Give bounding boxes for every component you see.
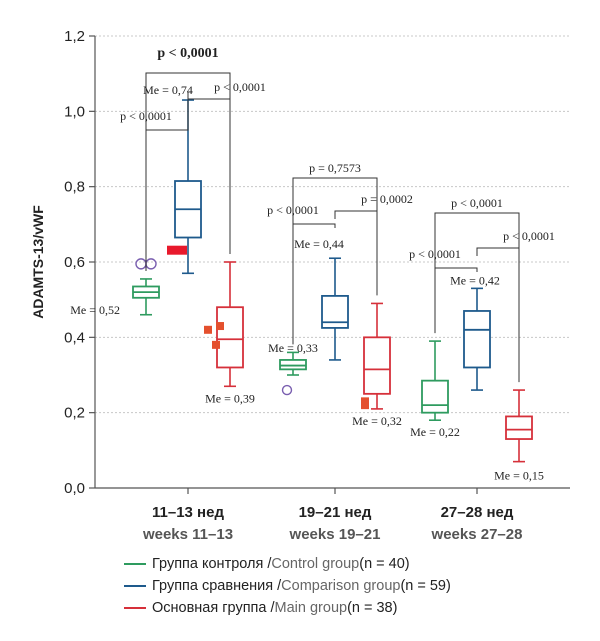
p-value-label: p < 0,0001 bbox=[409, 247, 461, 261]
legend-item-comparison: Группа сравнения / Comparison group (n =… bbox=[124, 575, 451, 597]
legend-label-ru: Основная группа / bbox=[152, 600, 275, 616]
box bbox=[463, 310, 491, 369]
median-label: Me = 0,33 bbox=[268, 341, 318, 355]
outlier-point bbox=[167, 245, 187, 255]
category-label-en: weeks 27–28 bbox=[431, 526, 523, 543]
legend-item-main: Основная группа / Main group (n = 38) bbox=[124, 597, 451, 619]
box bbox=[421, 379, 449, 414]
legend-label-ru: Группа сравнения / bbox=[152, 578, 282, 594]
median-label: Me = 0,15 bbox=[494, 469, 544, 483]
bracket-left bbox=[292, 223, 336, 244]
bracket-right bbox=[187, 92, 231, 129]
p-value-label: p < 0,0001 bbox=[503, 229, 555, 243]
legend-count: (n = 38) bbox=[347, 600, 398, 616]
outlier-point bbox=[361, 401, 369, 410]
bracket-right bbox=[476, 247, 520, 278]
p-value-label: p < 0,0001 bbox=[157, 46, 218, 61]
y-tick-label: 1,2 bbox=[64, 28, 85, 45]
median-label: Me = 0,44 bbox=[294, 237, 344, 251]
box bbox=[216, 306, 244, 369]
box bbox=[505, 415, 533, 440]
p-value-label: p = 0,0002 bbox=[361, 192, 413, 206]
y-tick-label: 0,2 bbox=[64, 405, 85, 422]
y-tick-label: 0,6 bbox=[64, 254, 85, 271]
median-label: Me = 0,39 bbox=[205, 391, 255, 405]
outlier-point bbox=[216, 322, 224, 331]
category-label-ru: 11–13 нед bbox=[152, 504, 224, 521]
legend-swatch bbox=[124, 563, 146, 565]
bracket-left bbox=[434, 267, 478, 288]
median-label: Me = 0,42 bbox=[450, 273, 500, 287]
category-label-ru: 19–21 нед bbox=[299, 504, 372, 521]
outlier-point bbox=[212, 340, 220, 349]
p-value-label: p < 0,0001 bbox=[214, 80, 266, 94]
y-tick-label: 1,0 bbox=[64, 103, 85, 120]
y-tick-label: 0,4 bbox=[64, 329, 85, 346]
legend-swatch bbox=[124, 585, 146, 587]
gridlines bbox=[89, 35, 570, 489]
p-value-label: p < 0,0001 bbox=[451, 196, 503, 210]
category-labels: 11–13 нед weeks 11–13 19–21 нед weeks 19–21… bbox=[142, 488, 523, 543]
outlier-point bbox=[145, 258, 157, 270]
outlier-point bbox=[281, 384, 293, 396]
legend-label-en: Control group bbox=[271, 556, 360, 572]
legend-label-en: Main group bbox=[274, 600, 348, 616]
legend: Группа контроля / Control group (n = 40)… bbox=[124, 553, 451, 619]
category-label-en: weeks 19–21 bbox=[289, 526, 381, 543]
y-tick-labels: 0,0 0,2 0,4 0,6 0,8 1,0 1,2 bbox=[64, 28, 85, 497]
p-value-label: p < 0,0001 bbox=[267, 203, 319, 217]
legend-item-control: Группа контроля / Control group (n = 40) bbox=[124, 553, 451, 575]
legend-label-ru: Группа контроля / bbox=[152, 556, 272, 572]
legend-count: (n = 40) bbox=[359, 556, 410, 572]
p-value-label: p = 0,7573 bbox=[309, 161, 361, 175]
outlier-point bbox=[204, 325, 212, 334]
category-label-ru: 27–28 нед bbox=[441, 504, 514, 521]
median-label: Me = 0,52 bbox=[70, 303, 120, 317]
annotations: Me = 0,52 Me = 0,33 Me = 0,22 Me = 0,74 Me =… bbox=[70, 46, 555, 483]
boxes bbox=[132, 99, 533, 463]
axes bbox=[94, 36, 570, 489]
median-label: Me = 0,32 bbox=[352, 414, 402, 428]
y-tick-label: 0,0 bbox=[64, 480, 85, 497]
bracket-right bbox=[334, 210, 378, 241]
p-value-label: p < 0,0001 bbox=[120, 109, 172, 123]
bracket-top bbox=[145, 72, 231, 271]
category-label-en: weeks 11–13 bbox=[142, 526, 233, 543]
y-tick-label: 0,8 bbox=[64, 179, 85, 196]
box bbox=[279, 359, 307, 371]
legend-count: (n = 59) bbox=[400, 578, 451, 594]
legend-label-en: Comparison group bbox=[281, 578, 401, 594]
outlier-point bbox=[135, 258, 147, 270]
median-label: Me = 0,74 bbox=[143, 83, 193, 97]
bracket-left bbox=[145, 92, 189, 150]
box bbox=[363, 336, 391, 395]
y-axis-label: ADAMTS-13/vWF bbox=[30, 205, 46, 319]
legend-swatch bbox=[124, 607, 146, 609]
median-label: Me = 0,22 bbox=[410, 425, 460, 439]
